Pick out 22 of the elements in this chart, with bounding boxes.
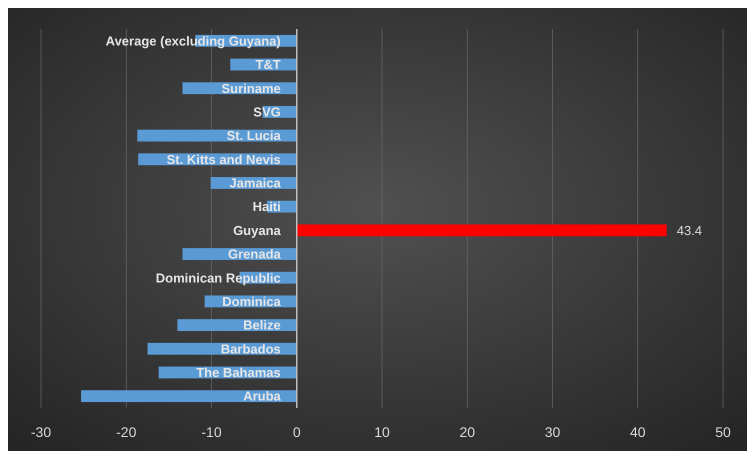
x-tick-label: 50 — [715, 424, 731, 440]
x-tick-label: 40 — [630, 424, 646, 440]
data-label: 43.4 — [676, 222, 702, 238]
y-tick-label: St. Kitts and Nevis — [166, 152, 281, 167]
x-tick-label: 30 — [544, 424, 560, 440]
x-tick-label: -30 — [30, 424, 52, 440]
y-tick-label: Aruba — [243, 388, 282, 404]
y-tick-label: St. Lucia — [226, 128, 282, 144]
y-tick-label: Barbados — [220, 341, 281, 356]
y-tick-label: Belize — [243, 318, 281, 333]
y-tick-label: T&T — [255, 57, 281, 72]
x-tick-label: 10 — [374, 424, 390, 440]
y-tick-label: Jamaica — [229, 176, 282, 191]
x-tick-label: 0 — [292, 424, 301, 440]
y-tick-label: Guyana — [233, 222, 282, 238]
y-tick-label: Grenada — [228, 246, 282, 262]
y-tick-label: The Bahamas — [196, 365, 281, 380]
x-tick-label: -10 — [201, 424, 222, 440]
y-tick-label: Dominica — [222, 294, 282, 309]
x-tick-label: -20 — [116, 424, 137, 440]
x-tick-label: 20 — [459, 424, 476, 440]
y-tick-label: Suriname — [222, 80, 281, 96]
